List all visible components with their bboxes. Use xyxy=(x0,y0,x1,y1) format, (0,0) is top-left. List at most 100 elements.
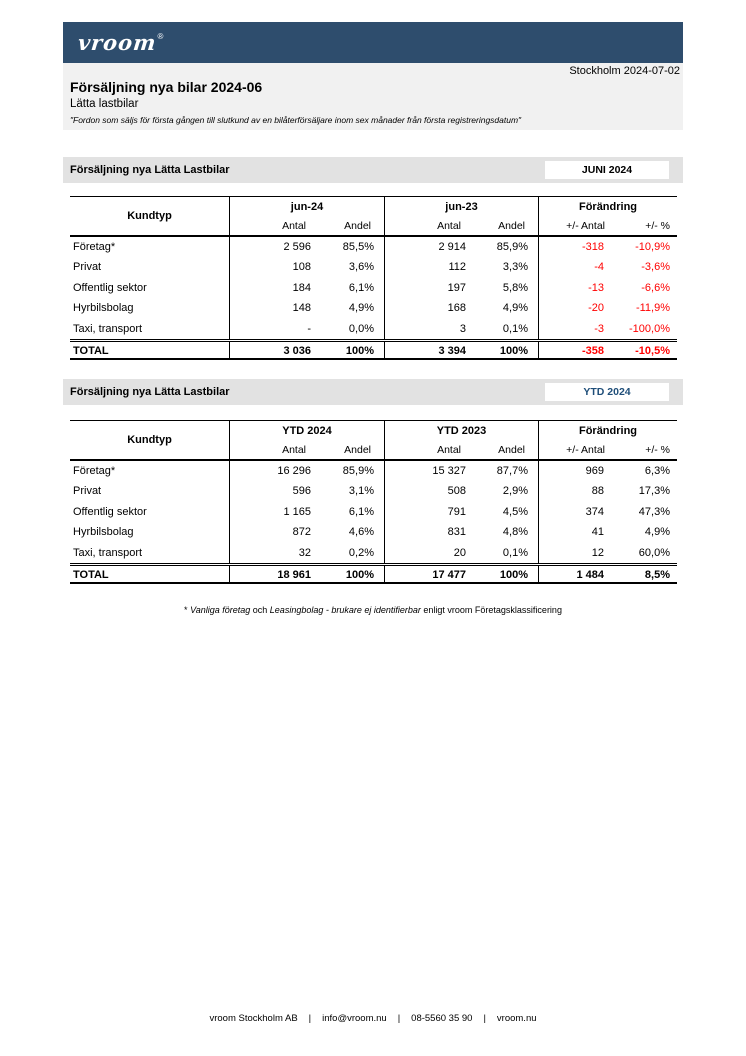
change-antal: 41 xyxy=(538,522,613,543)
andel-current: 3,6% xyxy=(348,261,374,274)
footnote-plain-2: enligt vroom Företagsklassificering xyxy=(420,605,562,615)
total-label: TOTAL xyxy=(73,568,109,581)
column-group-previous: jun-23 xyxy=(384,197,538,217)
total-andel-previous: 100% xyxy=(499,344,528,357)
change-pct: -3,6% xyxy=(641,261,670,274)
table-row: Privat 108 3,6% 112 3,3% -4 -3,6% xyxy=(70,257,677,278)
total-antal-current: 3 036 xyxy=(229,341,326,360)
andel-previous: 0,1% xyxy=(502,322,528,335)
vroom-logo: vroom® xyxy=(76,30,164,55)
table-body: Företag* 2 596 85,5% 2 914 85,9% -318 -1… xyxy=(70,237,677,339)
table-row: Offentlig sektor 184 6,1% 197 5,8% -13 -… xyxy=(70,277,677,299)
change-pct: -6,6% xyxy=(641,281,670,294)
andel-current: 6,1% xyxy=(348,281,374,294)
antal-previous: 508 xyxy=(384,481,481,502)
period-badge-ytd: YTD 2024 xyxy=(545,383,669,401)
sales-table-month: Kundtyp jun-24 jun-23 Förändring Antal A… xyxy=(70,196,677,360)
antal-current: 32 xyxy=(229,542,326,563)
row-label: Företag* xyxy=(73,465,116,477)
antal-current: 108 xyxy=(229,257,326,278)
antal-previous: 20 xyxy=(384,542,481,563)
row-label: Privat xyxy=(73,261,102,274)
subheader-andel: Andel xyxy=(344,220,371,232)
total-antal-previous: 17 477 xyxy=(384,565,481,584)
change-antal: -20 xyxy=(538,298,613,319)
antal-current: 1 165 xyxy=(229,501,326,523)
total-change-pct: 8,5% xyxy=(644,568,670,581)
andel-current: 0,0% xyxy=(348,322,374,335)
antal-previous: 197 xyxy=(384,277,481,299)
row-label: Företag* xyxy=(73,241,116,253)
table-header: Kundtyp YTD 2024 YTD 2023 Förändring Ant… xyxy=(70,420,677,461)
column-group-change: Förändring xyxy=(538,197,677,217)
column-group-current: jun-24 xyxy=(229,197,384,217)
footnote-italic-1: Vanliga företag xyxy=(190,605,251,615)
change-pct: -10,9% xyxy=(635,241,670,253)
andel-current: 4,9% xyxy=(348,302,374,315)
footer-separator: | xyxy=(483,1013,486,1024)
footnote-star: * xyxy=(184,605,191,615)
month-table-band: Försäljning nya Lätta Lastbilar JUNI 202… xyxy=(63,157,683,183)
andel-current: 4,6% xyxy=(348,526,374,539)
footer-separator: | xyxy=(397,1013,401,1024)
antal-previous: 15 327 xyxy=(384,461,481,482)
column-group-current: YTD 2024 xyxy=(229,421,384,441)
andel-previous: 3,3% xyxy=(502,261,528,274)
change-pct: 47,3% xyxy=(638,505,670,518)
total-change-antal: 1 484 xyxy=(538,565,613,584)
table-row: Hyrbilsbolag 872 4,6% 831 4,8% 41 4,9% xyxy=(70,522,677,543)
column-header-kundtyp: Kundtyp xyxy=(127,210,172,222)
antal-previous: 2 914 xyxy=(384,237,481,258)
row-label: Privat xyxy=(73,485,102,498)
column-header-kundtyp: Kundtyp xyxy=(127,434,172,446)
table-row: Taxi, transport 32 0,2% 20 0,1% 12 60,0% xyxy=(70,542,677,563)
andel-current: 0,2% xyxy=(348,546,374,559)
total-change-pct: -10,5% xyxy=(635,344,670,357)
antal-previous: 831 xyxy=(384,522,481,543)
vroom-logo-text: vroom xyxy=(76,30,158,55)
subheader-antal: Antal xyxy=(229,217,326,235)
table-row: Privat 596 3,1% 508 2,9% 88 17,3% xyxy=(70,481,677,502)
table-band-title: Försäljning nya Lätta Lastbilar xyxy=(70,164,230,176)
table-row: Taxi, transport - 0,0% 3 0,1% -3 -100,0% xyxy=(70,318,677,339)
change-antal: -3 xyxy=(538,318,613,339)
period-badge-month: JUNI 2024 xyxy=(545,161,669,179)
footer-website: vroom.nu xyxy=(496,1013,537,1024)
antal-previous: 168 xyxy=(384,298,481,319)
footnote-italic-2: Leasingbolag - brukare ej identifierbar xyxy=(269,605,421,615)
total-row: TOTAL 3 036 100% 3 394 100% -358 -10,5% xyxy=(70,338,677,360)
andel-current: 3,1% xyxy=(348,485,374,498)
subheader-change-antal: +/- Antal xyxy=(538,441,613,459)
table-row: Hyrbilsbolag 148 4,9% 168 4,9% -20 -11,9… xyxy=(70,298,677,319)
andel-previous: 4,9% xyxy=(502,302,528,315)
total-row: TOTAL 18 961 100% 17 477 100% 1 484 8,5% xyxy=(70,562,677,584)
antal-current: 16 296 xyxy=(229,461,326,482)
andel-previous: 2,9% xyxy=(502,485,528,498)
page-title: Försäljning nya bilar 2024-06 xyxy=(70,79,263,95)
change-pct: 60,0% xyxy=(638,546,670,559)
total-label: TOTAL xyxy=(73,344,109,357)
andel-previous: 85,9% xyxy=(496,241,528,253)
andel-previous: 4,5% xyxy=(502,505,528,518)
change-pct: 6,3% xyxy=(644,465,670,477)
total-antal-current: 18 961 xyxy=(229,565,326,584)
row-label: Offentlig sektor xyxy=(73,505,147,518)
registered-trademark-icon: ® xyxy=(157,32,164,41)
change-antal: -13 xyxy=(538,277,613,299)
subheader-change-antal: +/- Antal xyxy=(538,217,613,235)
column-group-previous: YTD 2023 xyxy=(384,421,538,441)
subheader-andel: Andel xyxy=(498,220,525,232)
row-label: Hyrbilsbolag xyxy=(73,526,134,539)
antal-current: 2 596 xyxy=(229,237,326,258)
subheader-antal: Antal xyxy=(384,217,481,235)
subheader-andel: Andel xyxy=(498,444,525,456)
row-label: Taxi, transport xyxy=(73,322,143,335)
andel-previous: 5,8% xyxy=(502,281,528,294)
total-andel-current: 100% xyxy=(345,344,374,357)
footnote-plain-1: och xyxy=(250,605,270,615)
change-antal: 12 xyxy=(538,542,613,563)
dateline: Stockholm 2024-07-02 xyxy=(569,65,680,77)
page-footer: vroom Stockholm AB | info@vroom.nu | 08-5560… xyxy=(0,1013,746,1024)
change-antal: -4 xyxy=(538,257,613,278)
